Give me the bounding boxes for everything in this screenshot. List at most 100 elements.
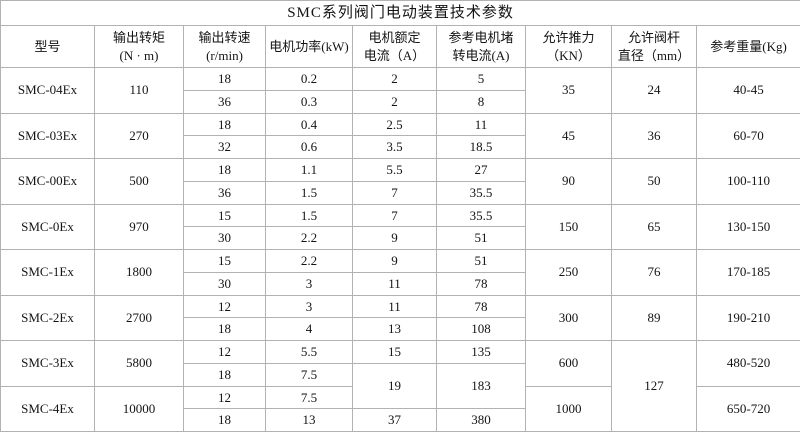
- cell-power: 7.5: [266, 363, 353, 386]
- cell-torque: 5800: [95, 341, 184, 387]
- cell-speed: 18: [184, 68, 266, 91]
- cell-locked-current: 35.5: [437, 204, 526, 227]
- table-row: SMC-3Ex 5800 12 5.5 15 135 600 127 480-5…: [1, 341, 800, 364]
- cell-speed: 18: [184, 159, 266, 182]
- cell-thrust: 35: [526, 68, 612, 114]
- header-line: (r/min): [186, 47, 263, 65]
- cell-thrust: 45: [526, 113, 612, 159]
- cell-weight: 40-45: [697, 68, 800, 114]
- cell-speed: 30: [184, 227, 266, 250]
- cell-thrust: 1000: [526, 386, 612, 432]
- cell-stem-diameter: 50: [612, 159, 697, 205]
- cell-locked-current: 8: [437, 90, 526, 113]
- cell-rated-current: 11: [353, 295, 437, 318]
- cell-model: SMC-1Ex: [1, 250, 95, 296]
- header-line: 参考电机堵: [439, 29, 523, 47]
- col-header-power: 电机功率(kW): [266, 26, 353, 68]
- cell-model: SMC-4Ex: [1, 386, 95, 432]
- cell-locked-current: 11: [437, 113, 526, 136]
- header-line: 型号: [3, 38, 92, 56]
- cell-thrust: 150: [526, 204, 612, 250]
- cell-thrust: 600: [526, 341, 612, 387]
- cell-torque: 970: [95, 204, 184, 250]
- cell-rated-current: 2: [353, 90, 437, 113]
- cell-stem-diameter: 36: [612, 113, 697, 159]
- cell-thrust: 90: [526, 159, 612, 205]
- cell-power: 0.2: [266, 68, 353, 91]
- header-line: 转电流(A): [439, 47, 523, 65]
- cell-rated-current: 15: [353, 341, 437, 364]
- cell-torque: 270: [95, 113, 184, 159]
- cell-stem-diameter: 127: [612, 341, 697, 432]
- cell-power: 1.5: [266, 181, 353, 204]
- col-header-speed: 输出转速(r/min): [184, 26, 266, 68]
- cell-power: 3: [266, 295, 353, 318]
- col-header-torque: 输出转矩(N · m): [95, 26, 184, 68]
- col-header-thrust: 允许推力（KN）: [526, 26, 612, 68]
- cell-power: 0.4: [266, 113, 353, 136]
- cell-locked-current: 380: [437, 409, 526, 432]
- cell-power: 2.2: [266, 250, 353, 273]
- cell-weight: 190-210: [697, 295, 800, 341]
- cell-power: 0.3: [266, 90, 353, 113]
- table-title: SMC系列阀门电动装置技术参数: [1, 1, 800, 26]
- cell-speed: 12: [184, 341, 266, 364]
- col-header-rated-current: 电机额定电流（A）: [353, 26, 437, 68]
- cell-speed: 36: [184, 181, 266, 204]
- cell-locked-current: 27: [437, 159, 526, 182]
- header-line: （KN）: [528, 47, 609, 65]
- cell-locked-current: 5: [437, 68, 526, 91]
- header-line: 允许阀杆: [614, 29, 694, 47]
- cell-locked-current: 183: [437, 363, 526, 409]
- cell-stem-diameter: 89: [612, 295, 697, 341]
- cell-power: 13: [266, 409, 353, 432]
- cell-torque: 110: [95, 68, 184, 114]
- cell-speed: 12: [184, 386, 266, 409]
- cell-torque: 2700: [95, 295, 184, 341]
- cell-rated-current: 5.5: [353, 159, 437, 182]
- cell-speed: 12: [184, 295, 266, 318]
- cell-rated-current: 37: [353, 409, 437, 432]
- cell-model: SMC-2Ex: [1, 295, 95, 341]
- col-header-locked-current: 参考电机堵转电流(A): [437, 26, 526, 68]
- table-row: SMC-0Ex 970 15 1.5 7 35.5 150 65 130-150: [1, 204, 800, 227]
- cell-weight: 100-110: [697, 159, 800, 205]
- header-line: 电机额定: [355, 29, 434, 47]
- cell-rated-current: 7: [353, 181, 437, 204]
- cell-locked-current: 35.5: [437, 181, 526, 204]
- col-header-model: 型号: [1, 26, 95, 68]
- cell-rated-current: 2.5: [353, 113, 437, 136]
- cell-power: 3: [266, 272, 353, 295]
- cell-model: SMC-3Ex: [1, 341, 95, 387]
- cell-speed: 15: [184, 204, 266, 227]
- cell-torque: 10000: [95, 386, 184, 432]
- cell-power: 2.2: [266, 227, 353, 250]
- cell-locked-current: 18.5: [437, 136, 526, 159]
- cell-power: 4: [266, 318, 353, 341]
- cell-torque: 500: [95, 159, 184, 205]
- header-line: 输出转矩: [97, 29, 181, 47]
- cell-weight: 650-720: [697, 386, 800, 432]
- cell-speed: 18: [184, 113, 266, 136]
- cell-rated-current: 2: [353, 68, 437, 91]
- table-row: SMC-00Ex 500 18 1.1 5.5 27 90 50 100-110: [1, 159, 800, 182]
- cell-locked-current: 108: [437, 318, 526, 341]
- cell-speed: 32: [184, 136, 266, 159]
- cell-weight: 60-70: [697, 113, 800, 159]
- cell-locked-current: 78: [437, 272, 526, 295]
- cell-rated-current: 19: [353, 363, 437, 409]
- cell-locked-current: 51: [437, 227, 526, 250]
- cell-rated-current: 3.5: [353, 136, 437, 159]
- cell-locked-current: 135: [437, 341, 526, 364]
- header-line: 输出转速: [186, 29, 263, 47]
- table-row: SMC-1Ex 1800 15 2.2 9 51 250 76 170-185: [1, 250, 800, 273]
- cell-rated-current: 9: [353, 227, 437, 250]
- table-row: SMC-03Ex 270 18 0.4 2.5 11 45 36 60-70: [1, 113, 800, 136]
- cell-torque: 1800: [95, 250, 184, 296]
- cell-speed: 18: [184, 318, 266, 341]
- cell-power: 1.5: [266, 204, 353, 227]
- cell-rated-current: 11: [353, 272, 437, 295]
- cell-weight: 480-520: [697, 341, 800, 387]
